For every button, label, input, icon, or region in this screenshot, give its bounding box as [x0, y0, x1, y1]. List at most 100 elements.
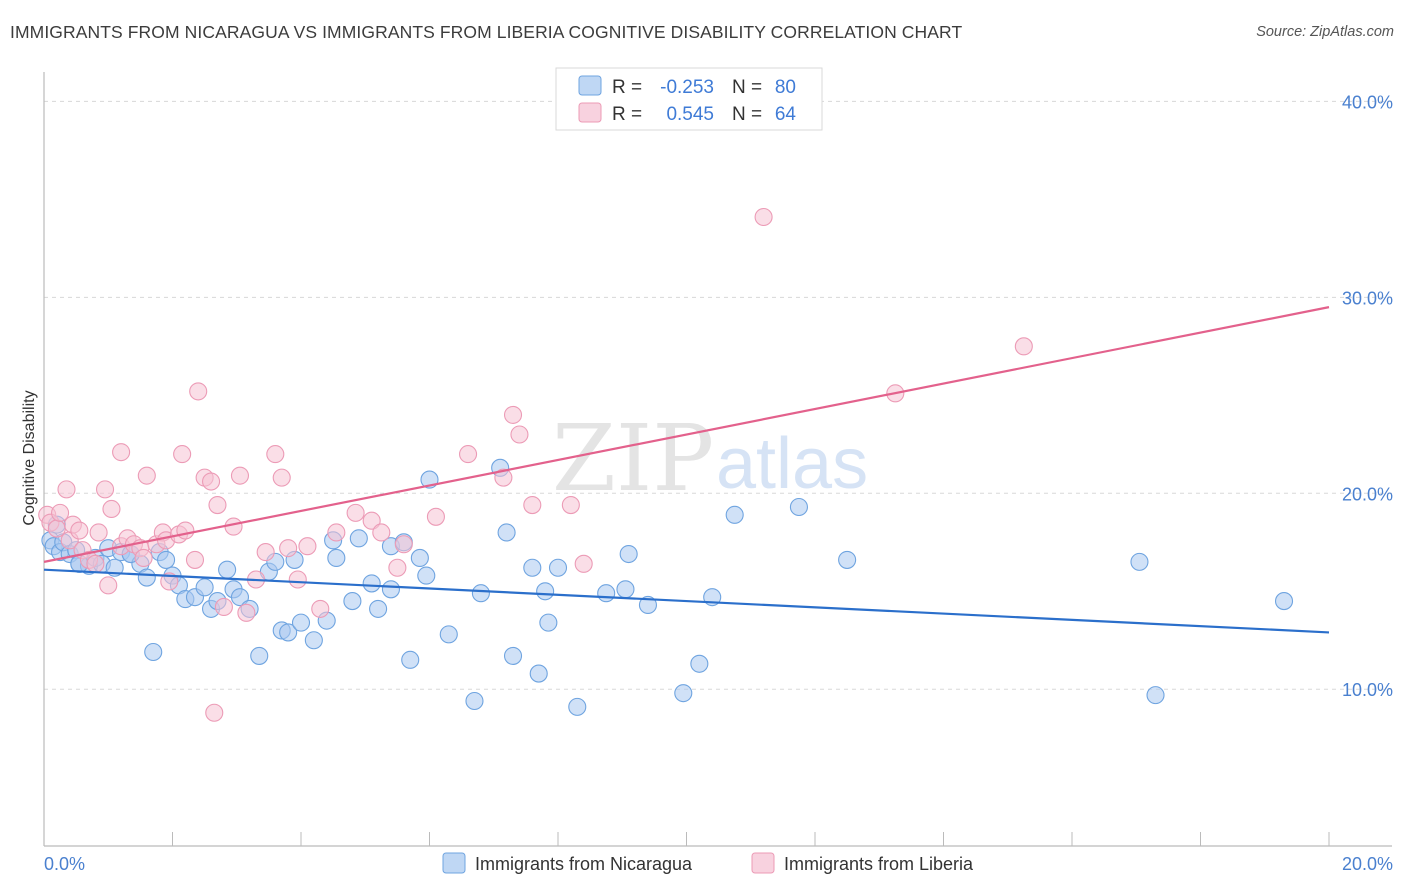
point-nicaragua-24 [195, 578, 214, 597]
point-nicaragua-63 [548, 558, 568, 577]
trend-lines [43, 306, 1330, 634]
point-liberia-26 [185, 550, 205, 569]
point-liberia-47 [394, 535, 413, 554]
series-legend: Immigrants from Nicaragua Immigrants fro… [442, 852, 974, 874]
point-nicaragua-73 [789, 497, 808, 517]
legend-swatch-nicaragua [578, 75, 602, 96]
point-liberia-33 [237, 603, 256, 622]
point-liberia-41 [311, 599, 330, 618]
point-liberia-50 [494, 468, 513, 487]
point-liberia-53 [523, 495, 542, 515]
point-liberia-10 [86, 554, 105, 573]
point-liberia-35 [256, 543, 275, 562]
point-liberia-4 [57, 480, 76, 499]
point-nicaragua-62 [539, 613, 558, 632]
point-nicaragua-77 [1274, 592, 1294, 611]
x-minor-ticks [172, 832, 1330, 846]
point-liberia-55 [95, 480, 115, 499]
x-tick-label-min: 0.0% [44, 854, 85, 874]
point-liberia-12 [99, 576, 118, 595]
legend-n-value-liberia: 64 [775, 104, 797, 125]
watermark-atlas: atlas [716, 424, 868, 504]
correlation-legend: R = -0.253 N = 80 R = 0.545 N = 64 [555, 67, 823, 131]
trend-line-liberia [43, 306, 1330, 563]
point-liberia-36 [266, 445, 285, 464]
point-nicaragua-69 [674, 684, 693, 703]
point-nicaragua-49 [401, 650, 420, 669]
point-liberia-29 [208, 495, 227, 515]
y-tick-label-20: 20.0% [1342, 484, 1393, 504]
point-nicaragua-61 [536, 582, 555, 601]
point-nicaragua-19 [157, 550, 176, 569]
point-liberia-54 [574, 554, 593, 573]
point-nicaragua-54 [465, 691, 484, 711]
point-liberia-49 [458, 445, 478, 464]
legend-r-label-liberia: R = [612, 104, 642, 125]
point-nicaragua-31 [250, 646, 269, 665]
point-nicaragua-70 [690, 654, 709, 673]
point-liberia-45 [372, 523, 391, 542]
point-liberia-38 [279, 539, 298, 558]
point-nicaragua-68 [638, 595, 658, 615]
legend-r-label-nicaragua: R = [612, 77, 642, 98]
point-nicaragua-29 [230, 588, 250, 607]
point-liberia-40 [298, 537, 317, 556]
point-liberia-11 [89, 523, 108, 542]
point-nicaragua-64 [568, 697, 587, 716]
legend-r-value-liberia: 0.545 [666, 104, 714, 125]
legend-n-value-nicaragua: 80 [775, 77, 796, 98]
point-nicaragua-43 [349, 529, 368, 548]
source-credit: Source: ZipAtlas.com [1256, 24, 1394, 40]
point-nicaragua-46 [381, 580, 401, 599]
watermark: ZIP atlas [552, 405, 868, 512]
point-nicaragua-55 [471, 584, 490, 603]
point-nicaragua-65 [597, 584, 616, 603]
point-liberia-56 [189, 382, 208, 401]
point-liberia-30 [214, 597, 233, 616]
series-liberia-points [38, 207, 1033, 722]
point-liberia-46 [388, 558, 407, 577]
point-liberia-42 [327, 523, 346, 542]
point-nicaragua-57 [497, 523, 516, 542]
point-nicaragua-27 [218, 560, 237, 579]
point-nicaragua-50 [410, 548, 429, 568]
y-axis-label: Cognitive Disability [21, 390, 38, 525]
legend-n-label-liberia: N = [732, 104, 762, 125]
point-liberia-13 [102, 499, 121, 519]
point-nicaragua-38 [304, 631, 323, 650]
point-liberia-18 [134, 548, 153, 568]
point-nicaragua-41 [327, 548, 346, 568]
x-tick-label-max: 20.0% [1342, 854, 1393, 874]
point-nicaragua-45 [369, 599, 388, 618]
point-nicaragua-35 [279, 623, 298, 642]
bottom-legend-label-liberia: Immigrants from Liberia [784, 854, 974, 874]
point-nicaragua-72 [725, 505, 744, 524]
point-nicaragua-51 [417, 566, 436, 585]
axes [43, 72, 1392, 847]
legend-n-label-nicaragua: N = [732, 77, 762, 98]
point-nicaragua-58 [503, 646, 523, 665]
point-liberia-51 [503, 405, 523, 424]
y-tick-label-10: 10.0% [1342, 680, 1393, 700]
bottom-legend-swatch-liberia [751, 852, 775, 874]
point-liberia-44 [362, 511, 381, 530]
point-liberia-60 [561, 495, 580, 515]
point-liberia-32 [230, 466, 250, 485]
bottom-legend-label-nicaragua: Immigrants from Nicaragua [475, 854, 693, 874]
point-nicaragua-53 [439, 625, 458, 644]
series-nicaragua-points [41, 458, 1294, 716]
point-liberia-59 [205, 703, 224, 722]
point-nicaragua-37 [291, 613, 311, 632]
point-nicaragua-16 [137, 568, 156, 587]
y-tick-label-30: 30.0% [1342, 288, 1393, 308]
trend-line-nicaragua [43, 568, 1330, 634]
y-tick-labels: 10.0% 20.0% 30.0% 40.0% [1342, 92, 1393, 700]
point-liberia-58 [173, 445, 192, 464]
legend-r-value-nicaragua: -0.253 [660, 77, 714, 98]
point-liberia-23 [160, 572, 179, 591]
point-nicaragua-74 [838, 550, 857, 569]
point-liberia-25 [176, 521, 195, 540]
point-liberia-52 [510, 425, 529, 444]
y-tick-label-40: 40.0% [1342, 92, 1393, 112]
